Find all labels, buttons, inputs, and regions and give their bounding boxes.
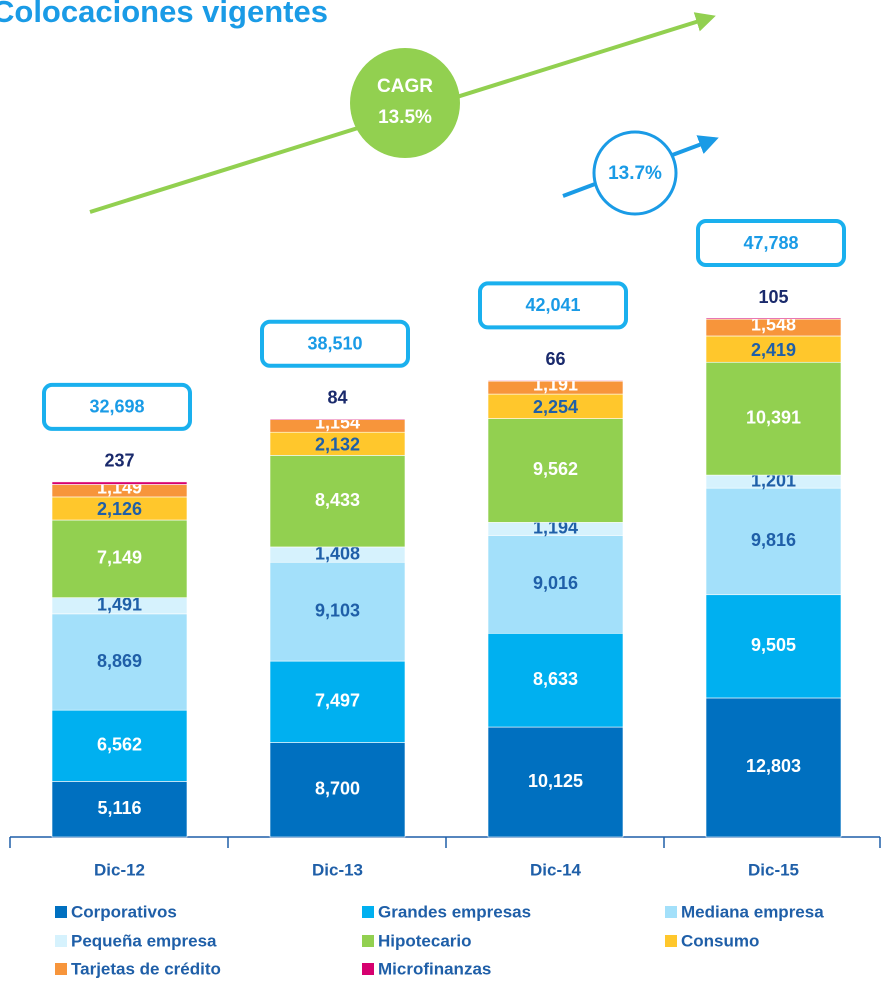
bar-segment xyxy=(51,781,188,838)
bar-segment xyxy=(269,660,406,743)
cagr-badge xyxy=(350,48,460,158)
data-label: 9,816 xyxy=(751,530,796,550)
data-label: 7,497 xyxy=(315,691,360,711)
bar-segment xyxy=(269,561,406,662)
total-label: 47,788 xyxy=(743,233,798,253)
bar-segment xyxy=(487,632,624,728)
data-label: 1,191 xyxy=(533,374,578,394)
bar-segment xyxy=(269,455,406,548)
chart-title: Colocaciones vigentes xyxy=(0,0,328,29)
legend-swatch xyxy=(55,906,67,918)
data-label: 12,803 xyxy=(746,756,801,776)
data-label: 2,419 xyxy=(751,340,796,360)
bar-segment xyxy=(487,380,624,382)
bar-segment xyxy=(269,418,406,420)
data-label: 10,125 xyxy=(528,771,583,791)
data-label: 2,126 xyxy=(97,499,142,519)
cagr-value: 13.5% xyxy=(378,107,432,128)
data-label: 66 xyxy=(545,349,565,369)
bar-segment xyxy=(705,594,842,699)
data-label: 8,700 xyxy=(315,779,360,799)
bar-segment xyxy=(51,519,188,598)
data-label: 237 xyxy=(104,451,134,471)
data-label: 5,116 xyxy=(97,798,141,818)
legend-label: Corporativos xyxy=(71,902,177,921)
cagr-label: CAGR xyxy=(377,76,433,97)
legend-label: Tarjetas de crédito xyxy=(71,959,221,978)
x-tick-label: Dic-13 xyxy=(312,860,363,879)
bar-segment xyxy=(705,317,842,320)
legend-label: Hipotecario xyxy=(378,931,472,950)
total-box xyxy=(478,281,628,330)
bar-segment xyxy=(705,335,842,363)
bar-segment xyxy=(51,709,188,782)
data-label: 7,149 xyxy=(97,548,142,568)
data-label: 9,103 xyxy=(315,600,360,620)
data-label: 6,562 xyxy=(97,735,142,755)
data-label: 9,016 xyxy=(533,573,578,593)
data-label: 10,391 xyxy=(746,407,801,427)
total-label: 38,510 xyxy=(307,334,362,354)
data-label: 8,433 xyxy=(315,490,360,510)
growth-value: 13.7% xyxy=(608,163,662,184)
data-label: 1,149 xyxy=(97,477,142,497)
bar-segment xyxy=(487,726,624,838)
legend-label: Grandes empresas xyxy=(378,902,531,921)
x-tick-label: Dic-15 xyxy=(748,860,799,879)
data-label: 2,254 xyxy=(533,397,578,417)
legend-swatch xyxy=(362,935,374,947)
legend-swatch xyxy=(665,906,677,918)
total-box xyxy=(696,219,846,268)
legend-label: Consumo xyxy=(681,931,759,950)
legend-swatch xyxy=(362,906,374,918)
data-label: 1,491 xyxy=(97,595,142,615)
bar-segment xyxy=(51,481,188,485)
total-box xyxy=(42,382,192,431)
legend-label: Microfinanzas xyxy=(378,959,491,978)
legend-label: Pequeña empresa xyxy=(71,931,217,950)
total-label: 42,041 xyxy=(525,295,580,315)
bar-segment xyxy=(487,418,624,523)
legend-swatch xyxy=(55,935,67,947)
data-label: 2,132 xyxy=(315,435,360,455)
data-label: 9,562 xyxy=(533,459,578,479)
x-tick-label: Dic-14 xyxy=(530,860,582,879)
data-label: 1,548 xyxy=(751,314,796,334)
bar-segment xyxy=(705,487,842,596)
x-tick-label: Dic-12 xyxy=(94,860,145,879)
data-label: 84 xyxy=(327,388,347,408)
legend-swatch xyxy=(665,935,677,947)
data-label: 1,408 xyxy=(315,543,360,563)
total-label: 32,698 xyxy=(89,397,144,417)
legend-swatch xyxy=(362,963,374,975)
bar-segment xyxy=(51,613,188,711)
data-label: 8,869 xyxy=(97,651,142,671)
bar-segment xyxy=(705,697,842,838)
bar-segment xyxy=(487,393,624,419)
growth-badge xyxy=(592,130,678,216)
bar-segment xyxy=(705,361,842,476)
legend-swatch xyxy=(55,963,67,975)
data-label: 8,633 xyxy=(533,669,578,689)
bar-segment xyxy=(269,742,406,838)
data-label: 9,505 xyxy=(751,635,796,655)
data-label: 1,154 xyxy=(315,413,360,433)
legend-label: Mediana empresa xyxy=(681,902,824,921)
data-label: 105 xyxy=(758,287,788,307)
total-box xyxy=(260,319,410,368)
